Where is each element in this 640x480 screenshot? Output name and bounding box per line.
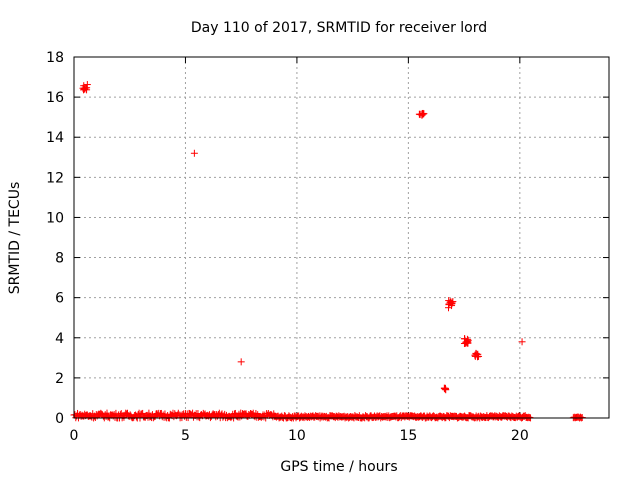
y-tick-label: 16 [46,90,64,106]
chart-title: Day 110 of 2017, SRMTID for receiver lor… [191,20,487,36]
y-tick-label: 4 [55,331,64,347]
data-point [83,81,91,89]
y-tick-label: 0 [55,411,64,427]
data-point [442,386,450,394]
y-axis-label: SRMTID / TECUs [7,182,23,295]
data-point [447,298,455,306]
data-point [473,353,481,361]
x-tick-label: 10 [288,428,306,444]
data-points [70,81,586,422]
data-point [445,304,452,312]
data-point [464,336,472,344]
y-tick-label: 10 [46,210,64,226]
x-tick-label: 0 [70,428,79,444]
data-point [80,82,88,90]
data-point [190,149,198,157]
data-point [237,358,245,366]
plot-frame [73,56,610,419]
data-point [472,350,480,358]
data-point [441,385,449,393]
y-tick-label: 12 [46,170,64,186]
grid [74,57,609,418]
data-point [518,338,526,346]
data-point [145,409,153,417]
data-point [252,409,260,417]
y-tick-label: 18 [46,50,64,66]
data-point [81,85,89,93]
data-point [448,299,456,307]
data-point [415,110,423,118]
y-tick-label: 6 [55,291,64,307]
x-tick-label: 15 [399,428,417,444]
y-tick-label: 8 [55,251,64,267]
x-tick-label: 20 [511,428,529,444]
data-point [463,337,471,345]
x-tick-label: 5 [181,428,190,444]
x-axis-label: GPS time / hours [280,459,397,475]
y-tick-label: 2 [55,371,64,387]
data-point [139,409,147,417]
axis-ticks: 0 2 4 6 8 10 12 14 16 18 0 5 10 15 20 [46,50,609,444]
data-point [103,409,111,417]
y-tick-label: 14 [46,130,64,146]
